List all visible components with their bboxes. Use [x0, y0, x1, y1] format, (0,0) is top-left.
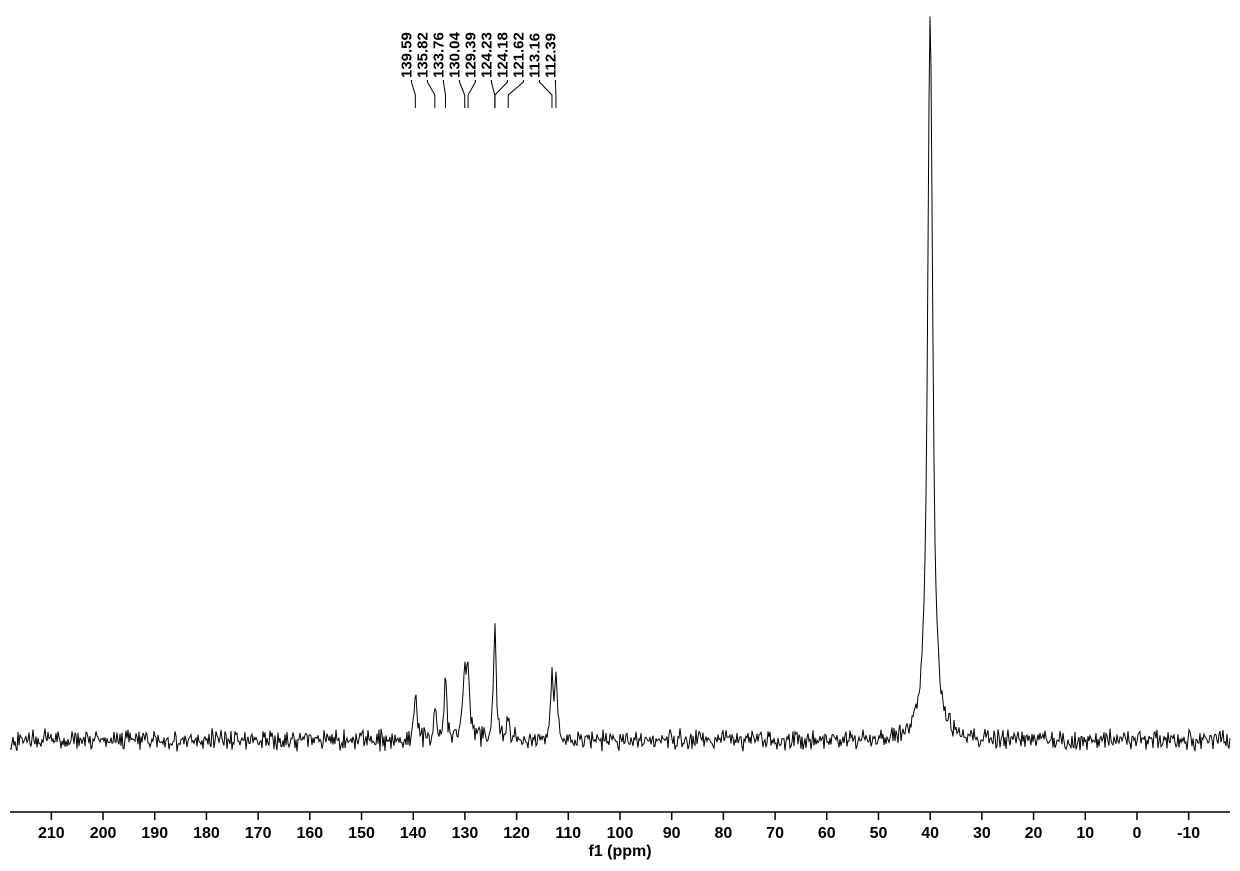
- x-tick-label: 50: [870, 825, 888, 842]
- peak-label-connector: [491, 80, 494, 108]
- peak-value-label: 124.23: [478, 32, 495, 78]
- peak-value-label: 113.16: [526, 33, 543, 78]
- x-tick-label: -10: [1177, 825, 1200, 842]
- x-tick-label: 180: [193, 825, 220, 842]
- x-tick-label: 40: [921, 825, 939, 842]
- nmr-spectrum-chart: -10 0 10 20 30 40 50 60 70 80 90 100 110 120 130 140 150…: [0, 0, 1240, 871]
- peak-labels-group: 139.59135.82133.76130.04129.39124.23124.…: [398, 31, 559, 108]
- x-tick-label: 0: [1132, 825, 1141, 842]
- peak-value-label: 133.76: [430, 32, 447, 78]
- peak-value-label: 130.04: [446, 31, 463, 78]
- peak-label-connector: [411, 80, 415, 108]
- peak-label-connector: [555, 80, 556, 108]
- x-tick-label: 60: [818, 825, 836, 842]
- x-tick-label: 210: [38, 825, 65, 842]
- x-tick-label: 70: [766, 825, 784, 842]
- x-tick-label: 90: [663, 825, 681, 842]
- spectrum-svg: -10 0 10 20 30 40 50 60 70 80 90 100 110 120 130 140 150…: [0, 0, 1240, 871]
- x-tick-label: 100: [607, 825, 634, 842]
- x-tick-label: 30: [973, 825, 991, 842]
- peak-value-label: 121.62: [510, 32, 527, 78]
- peak-label-connector: [468, 80, 475, 108]
- x-tick-label: 200: [90, 825, 117, 842]
- peak-value-label: 129.39: [462, 32, 479, 78]
- peak-value-label: 112.39: [542, 33, 559, 78]
- x-tick-label: 140: [400, 825, 427, 842]
- x-tick-label: 150: [348, 825, 375, 842]
- peak-label-connector: [539, 80, 552, 108]
- peak-value-label: 139.59: [398, 32, 415, 78]
- x-tick-label: 130: [452, 825, 479, 842]
- peak-label-connector: [508, 80, 523, 108]
- spectrum-trace: [10, 17, 1230, 752]
- peak-label-connector: [427, 80, 434, 108]
- x-tick-label: 110: [555, 825, 581, 842]
- x-tick-label: 190: [141, 825, 168, 842]
- x-tick-label: 160: [296, 825, 323, 842]
- x-tick-label: 20: [1025, 825, 1043, 842]
- x-tick-label: 170: [245, 825, 272, 842]
- peak-label-connector: [443, 80, 445, 108]
- peak-label-connector: [495, 80, 507, 108]
- peak-value-label: 135.82: [414, 32, 431, 78]
- peak-label-connector: [459, 80, 464, 108]
- x-tick-label: 120: [503, 825, 530, 842]
- peak-value-label: 124.18: [494, 32, 511, 78]
- x-axis-label: f1 (ppm): [588, 843, 651, 860]
- x-tick-label: 80: [714, 825, 732, 842]
- x-tick-label: 10: [1076, 825, 1094, 842]
